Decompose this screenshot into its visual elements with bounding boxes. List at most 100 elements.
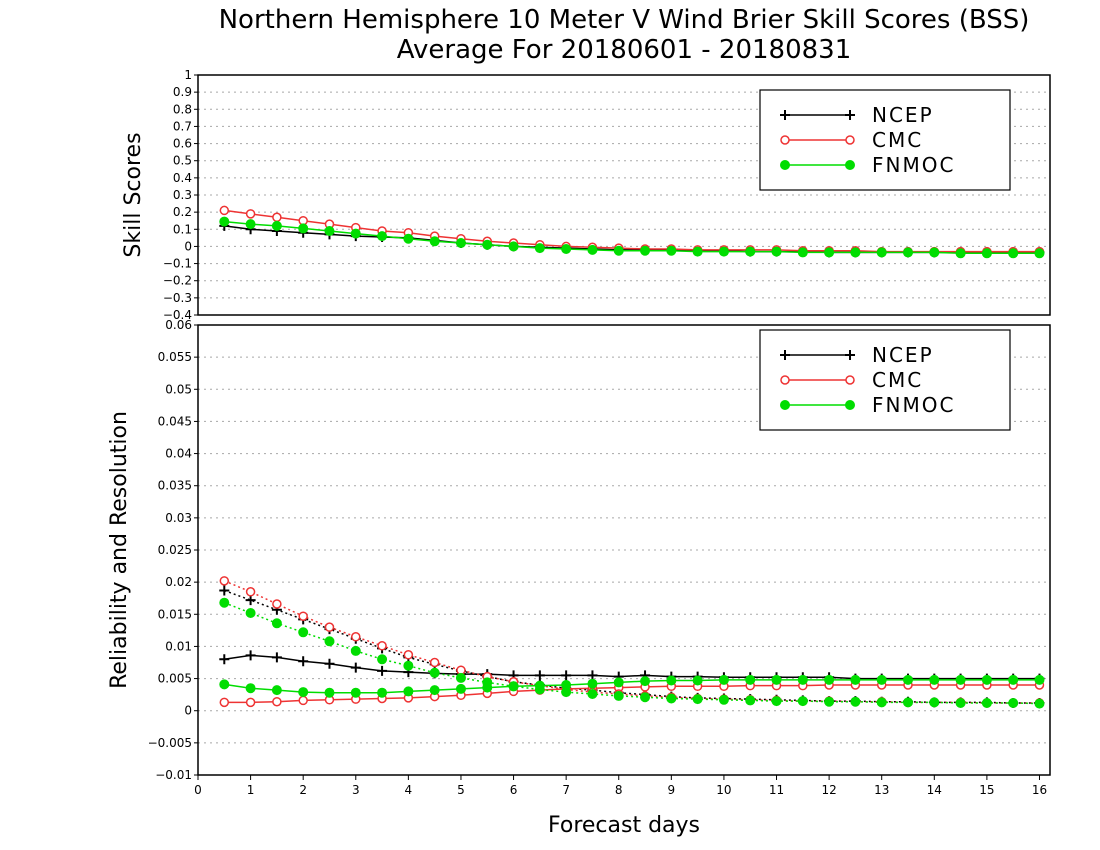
data-point (350, 228, 361, 239)
data-point (219, 205, 230, 216)
data-point (455, 238, 466, 248)
series-fnmoc-solid (219, 216, 1045, 259)
data-point (771, 696, 782, 707)
data-point (219, 654, 230, 665)
data-point (718, 674, 729, 685)
data-point (351, 632, 361, 642)
data-point (850, 696, 861, 707)
data-point (876, 247, 887, 258)
y-tick-label: −0.005 (148, 736, 192, 750)
data-point (666, 675, 677, 686)
data-point (718, 694, 729, 705)
data-point (666, 245, 677, 256)
legend-marker (845, 400, 855, 410)
data-point (534, 243, 545, 254)
data-point (219, 576, 230, 586)
data-point (929, 674, 940, 685)
data-point (403, 660, 414, 671)
data-point (903, 697, 913, 708)
series-line (224, 679, 1040, 694)
data-point (298, 687, 309, 698)
data-point (718, 246, 729, 257)
legend-marker (845, 110, 855, 120)
data-point (1008, 248, 1019, 259)
legend-label-cmc: CMC (872, 128, 923, 152)
data-point (824, 674, 835, 685)
data-point (403, 233, 414, 244)
data-point (377, 654, 388, 665)
x-tick-label: 13 (874, 783, 889, 797)
data-point (298, 627, 309, 638)
data-point (298, 695, 308, 706)
data-point (298, 611, 308, 621)
data-point (219, 697, 230, 708)
data-point (824, 696, 835, 707)
data-point (271, 220, 282, 231)
x-tick-label: 3 (352, 783, 360, 797)
x-tick-label: 7 (562, 783, 570, 797)
series-line (224, 580, 1040, 704)
data-point (797, 247, 808, 258)
plot-frame (197, 74, 1051, 316)
data-point (324, 622, 335, 632)
y-tick-label: 0.2 (173, 205, 192, 219)
data-point (903, 247, 913, 258)
data-point (245, 587, 256, 597)
legend-label-cmc: CMC (872, 368, 923, 392)
data-point (219, 585, 230, 596)
x-tick-label: 16 (1032, 783, 1047, 797)
legend-marker (780, 350, 790, 360)
data-point (981, 674, 992, 685)
data-point (1008, 674, 1019, 685)
data-point (245, 683, 256, 694)
data-point (745, 695, 756, 706)
data-point (929, 697, 940, 708)
data-point (455, 683, 466, 694)
data-point (272, 696, 282, 707)
y-tick-label: 0.04 (165, 447, 192, 461)
y-tick-label: −0.3 (163, 291, 192, 305)
legend-marker (780, 110, 790, 120)
y-axis-label: Reliability and Resolution (107, 411, 132, 689)
series-line (224, 602, 1040, 705)
data-point (587, 689, 598, 699)
legend-label-fnmoc: FNMOC (872, 153, 955, 177)
data-point (508, 681, 519, 692)
data-point (876, 674, 887, 685)
data-point (219, 679, 230, 690)
legend-label-fnmoc: FNMOC (872, 393, 955, 417)
data-point (534, 670, 545, 681)
data-point (245, 219, 256, 230)
data-point (981, 698, 992, 708)
data-point (350, 645, 361, 656)
data-point (613, 245, 624, 256)
chart-title: Northern Hemisphere 10 Meter V Wind Brie… (219, 5, 1030, 35)
data-point (324, 687, 335, 698)
data-point (771, 246, 782, 257)
data-point (692, 246, 703, 257)
data-point (534, 684, 545, 695)
data-point (955, 674, 966, 685)
skill-scores-panel: 1 0.9 0.8 0.7 0.6 0.5 0.4 0.3 0.2 0.1 0 −0.1 −0.2 −0.… (121, 68, 1051, 322)
x-tick-label: 12 (821, 783, 836, 797)
y-tick-label: 0.055 (158, 350, 192, 364)
y-tick-label: 1 (184, 68, 192, 82)
x-tick-label: 0 (194, 783, 202, 797)
data-point (929, 247, 940, 258)
data-point (561, 670, 572, 681)
legend-label-ncep: NCEP (872, 343, 934, 367)
data-point (561, 244, 572, 254)
data-point (692, 675, 703, 686)
data-point (745, 246, 756, 257)
data-point (377, 687, 388, 698)
series-cmc-solid (219, 680, 1045, 708)
data-point (640, 245, 651, 256)
data-point (429, 236, 440, 247)
y-tick-label: 0.3 (173, 188, 192, 202)
data-point (245, 697, 256, 708)
data-point (955, 698, 966, 708)
data-point (324, 636, 335, 647)
data-point (613, 677, 624, 688)
